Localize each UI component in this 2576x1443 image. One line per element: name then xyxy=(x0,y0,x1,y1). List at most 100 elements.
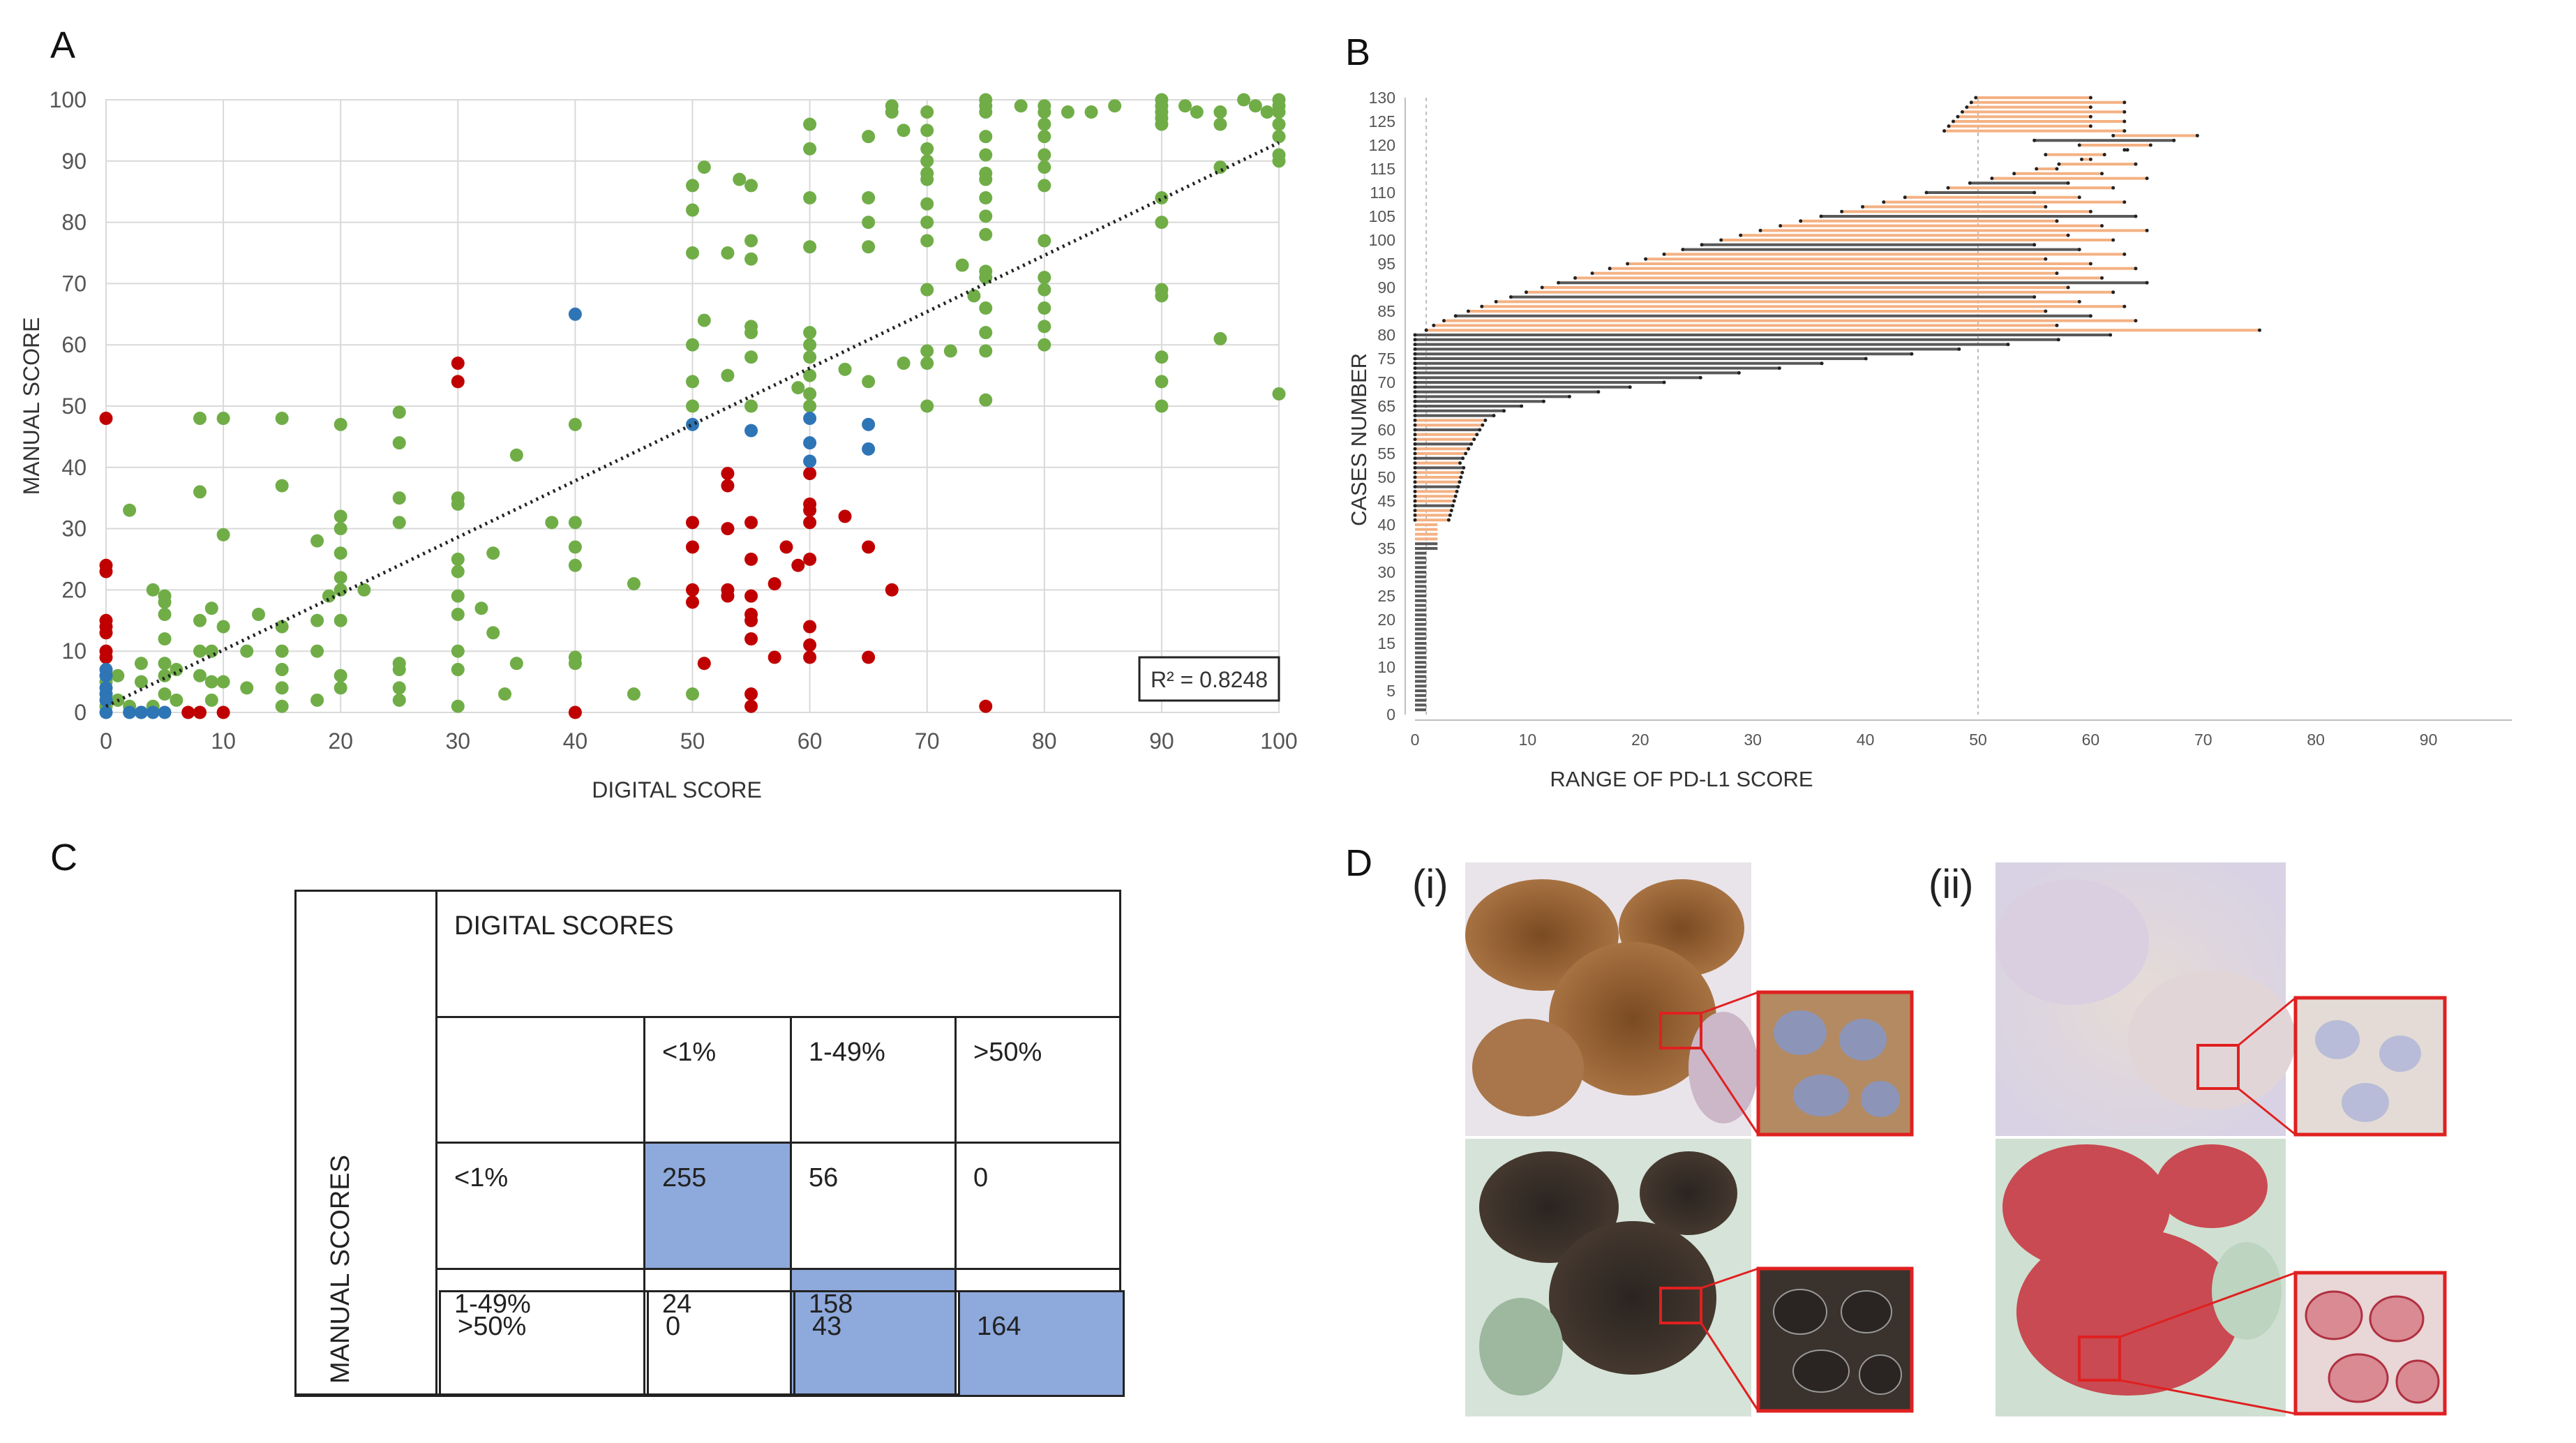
data-point-red xyxy=(791,558,805,572)
data-point-blue xyxy=(134,705,148,719)
data-point-green xyxy=(568,516,582,530)
data-point-green xyxy=(1155,283,1169,297)
data-point-green xyxy=(862,216,876,230)
range-end-marker xyxy=(1596,390,1601,394)
data-point-green xyxy=(979,227,993,241)
range-start-marker xyxy=(1413,499,1417,503)
range-end-marker xyxy=(2044,257,2048,261)
range-end-marker xyxy=(2088,157,2092,161)
range-start-marker xyxy=(1432,323,1436,327)
data-point-green xyxy=(1084,105,1098,119)
range-end-marker xyxy=(1492,414,1496,418)
range-end-marker xyxy=(2088,262,2092,266)
row-header: >50% xyxy=(439,1290,649,1397)
y-tick-label: 10 xyxy=(61,638,87,664)
data-point-green xyxy=(216,412,230,426)
data-point-red xyxy=(721,479,735,493)
data-point-green xyxy=(568,417,582,431)
data-point-blue xyxy=(803,454,817,468)
data-point-green xyxy=(920,105,934,119)
scatter-chart-a: 0 10 20 30 40 50 60 70 80 90 100 0 10 20 30 40 50 60 70 80 9… xyxy=(19,87,1298,802)
range-start-marker xyxy=(1453,314,1458,318)
y-tick-label: 50 xyxy=(1377,468,1395,486)
data-point-red xyxy=(744,632,758,646)
range-end-marker xyxy=(1910,352,1914,356)
range-end-marker xyxy=(2134,214,2138,218)
y-tick-label: 90 xyxy=(1377,278,1395,297)
range-end-marker xyxy=(2044,153,2048,157)
data-point-green xyxy=(697,160,711,174)
data-point-red xyxy=(686,516,699,530)
y-tick-label: 105 xyxy=(1369,207,1395,225)
y-axis-label-b: CASES NUMBER xyxy=(1347,353,1371,526)
data-point-green xyxy=(744,350,758,364)
data-point-red xyxy=(99,626,113,640)
data-point-green xyxy=(803,240,817,254)
range-end-marker xyxy=(2077,195,2081,200)
range-end-marker xyxy=(1520,404,1524,408)
sublabel-ii: (ii) xyxy=(1929,862,1974,907)
data-point-red xyxy=(744,516,758,530)
data-point-green xyxy=(920,344,934,358)
data-point-green xyxy=(310,693,324,707)
range-start-marker xyxy=(1413,380,1417,384)
data-point-green xyxy=(1237,93,1251,107)
y-tick-label: 70 xyxy=(61,271,87,296)
range-end-marker xyxy=(1460,470,1465,474)
y-tick-label: 0 xyxy=(74,700,87,725)
range-start-marker xyxy=(1799,219,1803,223)
data-point-green xyxy=(803,142,817,156)
range-start-marker xyxy=(1413,438,1417,442)
data-point-green xyxy=(1213,160,1227,174)
y-tick-label: 60 xyxy=(61,332,87,357)
data-point-green xyxy=(216,620,230,634)
data-point-green xyxy=(216,528,230,541)
y-tick-label: 120 xyxy=(1369,136,1395,154)
data-point-green xyxy=(744,399,758,413)
range-start-marker xyxy=(1413,366,1417,371)
data-point-blue xyxy=(862,417,876,431)
data-point-green xyxy=(979,130,993,144)
data-point-green xyxy=(568,558,582,572)
y-tick-label: 125 xyxy=(1369,112,1395,130)
range-end-marker xyxy=(2258,328,2261,332)
panel-letter-d: D xyxy=(1345,842,1372,884)
data-point-green xyxy=(686,687,699,701)
data-point-green xyxy=(1213,331,1227,345)
range-start-marker xyxy=(1413,442,1417,446)
data-point-green xyxy=(943,344,957,358)
range-end-marker xyxy=(2066,233,2070,237)
data-point-green xyxy=(803,190,817,204)
range-start-marker xyxy=(1819,214,1823,218)
sublabel-i: (i) xyxy=(1412,862,1448,907)
y-tick-label: 20 xyxy=(1377,611,1395,629)
data-point-green xyxy=(955,258,969,272)
data-point-green xyxy=(979,166,993,180)
range-start-marker xyxy=(1413,375,1417,380)
data-point-green xyxy=(252,608,266,622)
y-tick-label: 15 xyxy=(1377,634,1395,652)
data-point-green xyxy=(791,381,805,395)
data-point-green xyxy=(686,179,699,193)
data-point-green xyxy=(1272,93,1286,107)
row-title-cell-end xyxy=(294,1291,441,1397)
range-start-marker xyxy=(1424,328,1428,332)
data-point-green xyxy=(744,179,758,193)
data-point-blue xyxy=(568,307,582,321)
range-start-marker xyxy=(1413,451,1417,456)
range-start-marker xyxy=(1924,190,1929,195)
range-end-marker xyxy=(2088,209,2092,214)
range-start-marker xyxy=(1626,262,1630,266)
data-point-green xyxy=(803,399,817,413)
data-point-green xyxy=(979,326,993,340)
data-point-green xyxy=(920,399,934,413)
data-point-green xyxy=(451,565,465,578)
range-end-marker xyxy=(1446,518,1451,522)
data-point-green xyxy=(920,142,934,156)
data-point-green xyxy=(686,399,699,413)
range-start-marker xyxy=(1969,100,1973,105)
data-point-blue xyxy=(158,705,172,719)
data-point-green xyxy=(204,601,218,615)
data-point-blue xyxy=(862,442,876,456)
range-end-marker xyxy=(2145,228,2149,232)
